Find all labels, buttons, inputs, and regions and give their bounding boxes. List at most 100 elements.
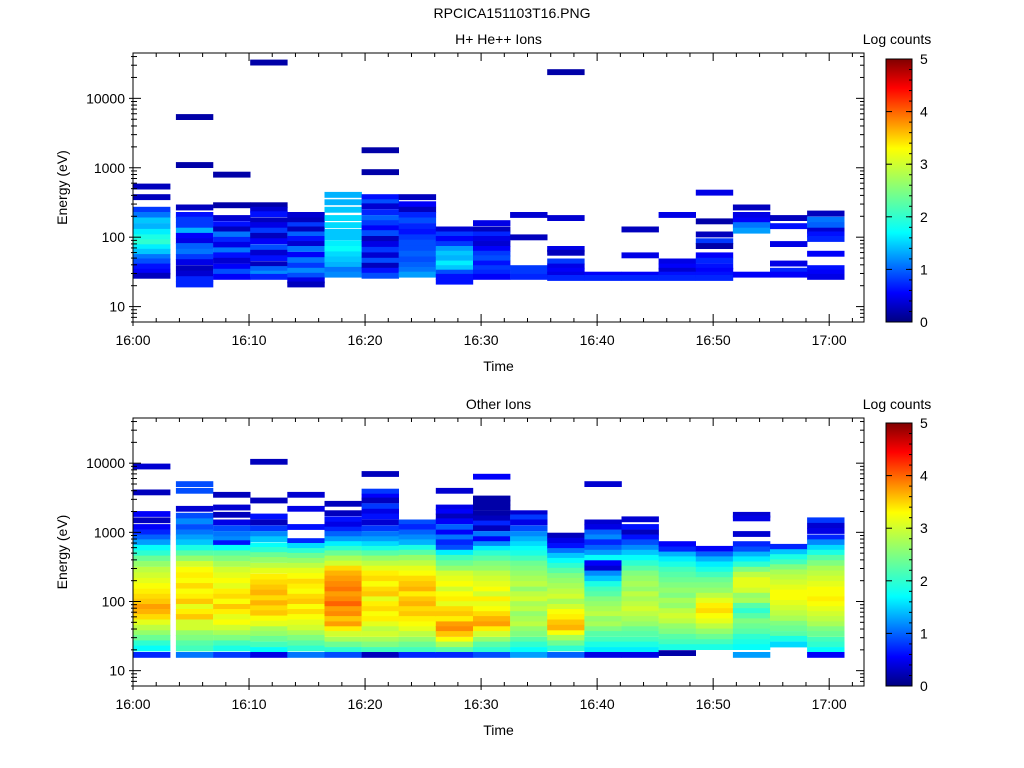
heatmap-cell xyxy=(398,217,437,224)
heatmap-cell xyxy=(435,539,474,546)
heatmap-cell xyxy=(584,641,622,648)
heatmap-cell xyxy=(473,565,511,572)
heatmap-cell xyxy=(361,550,399,557)
heatmap-cell xyxy=(510,514,548,521)
heatmap-cell xyxy=(133,217,171,224)
heatmap-cell xyxy=(287,538,325,544)
heatmap-cell xyxy=(175,487,214,494)
heatmap-cell xyxy=(324,641,362,648)
heatmap-cell xyxy=(473,520,511,527)
heatmap-cell xyxy=(695,238,734,245)
heatmap-cell xyxy=(361,236,399,242)
heatmap-cell xyxy=(621,591,659,598)
colorbar-tick-label: 0 xyxy=(920,314,928,330)
heatmap-cell xyxy=(473,647,511,653)
heatmap-cell xyxy=(175,593,214,600)
heatmap-cell xyxy=(213,544,251,551)
heatmap-cell xyxy=(584,481,622,487)
x-tick-label: 16:50 xyxy=(696,332,731,348)
heatmap-cell xyxy=(250,255,288,262)
heatmap-cell xyxy=(473,586,511,593)
heatmap-cell xyxy=(287,573,325,579)
heatmap-cell xyxy=(807,575,845,582)
heatmap-cell xyxy=(510,269,548,276)
heatmap-cell xyxy=(770,223,808,230)
heatmap-cell xyxy=(435,581,474,587)
heatmap-cell xyxy=(807,565,845,572)
colorbar: Log counts 0 1 2 3 4 5 xyxy=(863,31,932,330)
heatmap-cell xyxy=(133,254,171,260)
heatmap-cell xyxy=(732,217,771,224)
heatmap-cell xyxy=(133,511,171,517)
heatmap-cell xyxy=(398,652,437,658)
heatmap-cell xyxy=(133,534,171,541)
heatmap-cell xyxy=(133,652,171,658)
heatmap-cell xyxy=(732,618,771,625)
heatmap-cell xyxy=(473,531,511,537)
heatmap-cell xyxy=(732,204,771,211)
heatmap-cell xyxy=(807,549,845,556)
heatmap-cell xyxy=(510,212,548,218)
heatmap-cell xyxy=(324,550,362,557)
heatmap-cell xyxy=(658,644,696,650)
heatmap-cell xyxy=(250,620,288,627)
heatmap-cell xyxy=(584,565,622,572)
heatmap-cell xyxy=(398,616,437,622)
heatmap-cell xyxy=(361,647,399,653)
heatmap-cell xyxy=(398,601,437,607)
heatmap-cell xyxy=(287,593,325,600)
heatmap-cell xyxy=(361,220,399,227)
heatmap-cell xyxy=(133,544,171,551)
heatmap-cell xyxy=(547,263,585,270)
heatmap-cell xyxy=(213,566,251,573)
heatmap-cell xyxy=(324,500,362,507)
heatmap-cell xyxy=(658,577,696,583)
heatmap-cell xyxy=(175,248,214,255)
heatmap-cell xyxy=(435,534,474,541)
heatmap-cell xyxy=(398,239,437,246)
heatmap-cell xyxy=(133,529,171,536)
colorbar-tick-label: 1 xyxy=(920,261,928,277)
heatmap-cell xyxy=(133,550,171,557)
heatmap-cell xyxy=(695,551,734,558)
heatmap-cell xyxy=(287,217,325,224)
heatmap-cell xyxy=(133,614,171,620)
heatmap-cell xyxy=(547,215,585,221)
heatmap-cell xyxy=(584,631,622,637)
panel-title: Other Ions xyxy=(466,396,531,412)
heatmap-cell xyxy=(361,575,399,582)
heatmap-cell xyxy=(250,238,288,245)
heatmap-cell xyxy=(435,255,474,262)
heatmap-cell xyxy=(175,609,214,615)
heatmap-cell xyxy=(732,227,771,234)
page-title: RPCICA151103T16.PNG xyxy=(433,5,591,21)
heatmap-cell xyxy=(213,630,251,637)
heatmap-cell xyxy=(807,616,845,622)
heatmap-cell xyxy=(473,510,511,517)
x-tick-label: 16:30 xyxy=(464,332,499,348)
heatmap-cell xyxy=(324,271,362,278)
heatmap-cell xyxy=(770,589,808,596)
heatmap-cell xyxy=(250,552,288,558)
heatmap-cell xyxy=(250,584,288,591)
heatmap-cell xyxy=(732,597,771,604)
heatmap-cell xyxy=(361,531,399,537)
heatmap-cell xyxy=(213,226,251,233)
heatmap-cell xyxy=(584,529,622,536)
heatmap-cell xyxy=(175,481,214,487)
heatmap-cell xyxy=(473,555,511,562)
heatmap-cell xyxy=(398,519,437,526)
heatmap-cell xyxy=(621,570,659,577)
heatmap-cell xyxy=(473,246,511,252)
heatmap-cell xyxy=(398,262,437,268)
heatmap-cell xyxy=(133,604,171,610)
y-axis-label: Energy (eV) xyxy=(54,150,70,225)
heatmap-cell xyxy=(695,602,734,609)
heatmap-cell xyxy=(213,555,251,562)
heatmap-cell xyxy=(250,222,288,229)
heatmap-cell xyxy=(621,637,659,643)
heatmap-cell xyxy=(133,572,171,579)
heatmap-cell xyxy=(621,606,659,612)
